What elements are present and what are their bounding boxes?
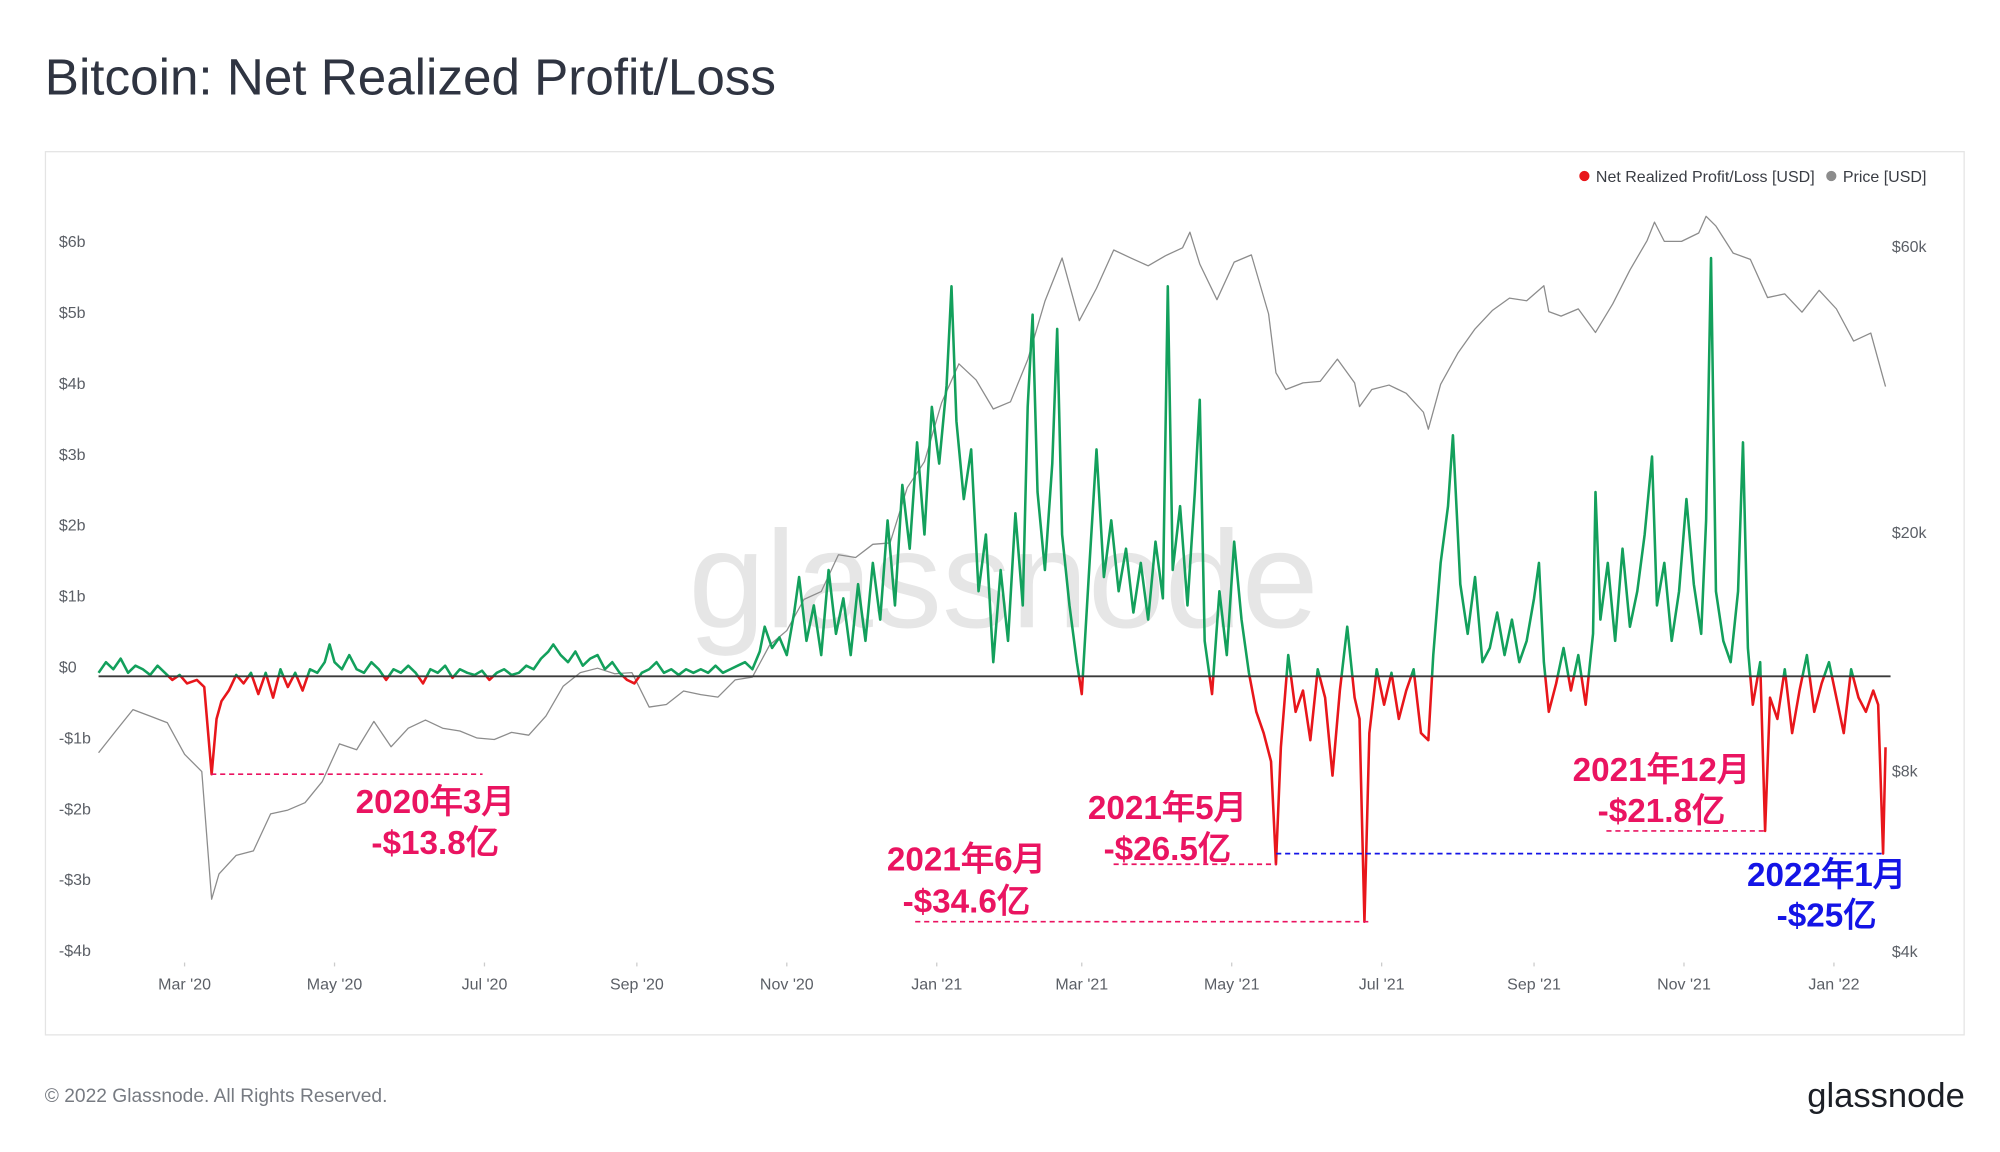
x-tick-label: Sep '21	[1507, 976, 1561, 993]
annotation-value: -$13.8亿	[371, 825, 499, 862]
x-tick-label: Jan '21	[911, 976, 962, 993]
x-tick-label: Sep '20	[610, 976, 664, 993]
annotation-label: 2021年12月	[1573, 752, 1751, 789]
x-tick-label: Nov '21	[1657, 976, 1711, 993]
x-tick-label: Nov '20	[760, 976, 814, 993]
y-tick-label: -$4b	[59, 943, 91, 960]
y-tick-label: $2b	[59, 518, 86, 535]
x-tick-label: Mar '20	[158, 976, 211, 993]
y2-tick-label: $8k	[1892, 764, 1919, 781]
legend-label: Price [USD]	[1843, 169, 1927, 186]
annotation-label: 2021年5月	[1088, 790, 1247, 827]
y-tick-label: $5b	[59, 305, 86, 322]
copyright: © 2022 Glassnode. All Rights Reserved.	[45, 1086, 388, 1107]
y2-tick-label: $4k	[1892, 944, 1919, 961]
y-tick-label: $6b	[59, 234, 86, 251]
x-tick-label: May '21	[1204, 976, 1260, 993]
y-tick-label: $1b	[59, 589, 86, 606]
watermark: glassnode	[688, 503, 1318, 657]
x-tick-label: Jan '22	[1808, 976, 1859, 993]
annotation-value: -$21.8亿	[1598, 793, 1726, 830]
chart-title: Bitcoin: Net Realized Profit/Loss	[45, 49, 776, 106]
y2-tick-label: $20k	[1892, 525, 1928, 542]
x-tick-label: May '20	[307, 976, 363, 993]
y-tick-label: $4b	[59, 376, 86, 393]
logo: glassnode	[1807, 1077, 1965, 1115]
legend-marker	[1826, 170, 1837, 182]
legend-label: Net Realized Profit/Loss [USD]	[1596, 169, 1815, 186]
annotation-label: 2022年1月	[1747, 857, 1906, 894]
x-tick-label: Jul '20	[462, 976, 508, 993]
annotation-value: -$34.6亿	[903, 884, 1031, 921]
price-line	[98, 215, 1887, 900]
y-tick-label: $3b	[59, 447, 86, 464]
chart-panel	[44, 151, 1965, 1036]
pnl-line-positive	[97, 256, 1855, 677]
annotation-value: -$25亿	[1777, 898, 1877, 935]
x-tick-label: Mar '21	[1055, 976, 1108, 993]
annotation-value: -$26.5亿	[1104, 831, 1232, 868]
x-tick-label: Jul '21	[1359, 976, 1405, 993]
annotation-label: 2021年6月	[887, 841, 1046, 878]
legend-marker	[1579, 170, 1590, 182]
y-tick-label: $0	[59, 660, 77, 677]
y-tick-label: -$1b	[59, 730, 91, 747]
y2-tick-label: $60k	[1892, 239, 1928, 256]
y-tick-label: -$3b	[59, 872, 91, 889]
y-tick-label: -$2b	[59, 801, 91, 818]
annotation-label: 2020年3月	[356, 784, 515, 821]
